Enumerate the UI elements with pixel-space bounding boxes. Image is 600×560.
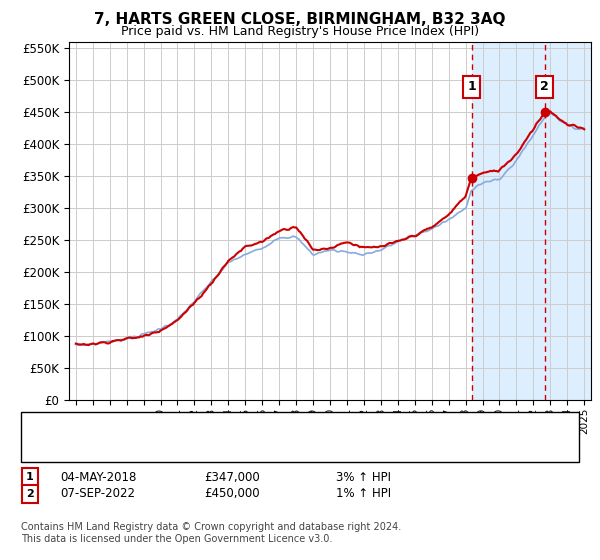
Text: 7, HARTS GREEN CLOSE, BIRMINGHAM, B32 3AQ (detached house): 7, HARTS GREEN CLOSE, BIRMINGHAM, B32 3A…	[64, 433, 436, 443]
Text: £347,000: £347,000	[204, 470, 260, 484]
Text: 1% ↑ HPI: 1% ↑ HPI	[336, 487, 391, 501]
Text: 3% ↑ HPI: 3% ↑ HPI	[336, 470, 391, 484]
Bar	[472, 42, 600, 400]
Text: HPI: Average price, detached house, Birmingham: HPI: Average price, detached house, Birm…	[64, 445, 339, 455]
Text: Contains HM Land Registry data © Crown copyright and database right 2024.
This d: Contains HM Land Registry data © Crown c…	[21, 522, 401, 544]
Text: 2: 2	[26, 489, 34, 499]
Text: Price paid vs. HM Land Registry's House Price Index (HPI): Price paid vs. HM Land Registry's House …	[121, 25, 479, 38]
Text: 04-MAY-2018: 04-MAY-2018	[60, 470, 136, 484]
Text: 2: 2	[541, 80, 549, 94]
Text: 7, HARTS GREEN CLOSE, BIRMINGHAM, B32 3AQ: 7, HARTS GREEN CLOSE, BIRMINGHAM, B32 3A…	[94, 12, 506, 27]
Text: 07-SEP-2022: 07-SEP-2022	[60, 487, 135, 501]
Text: 1: 1	[26, 472, 34, 482]
Text: 1: 1	[467, 80, 476, 94]
Text: £450,000: £450,000	[204, 487, 260, 501]
